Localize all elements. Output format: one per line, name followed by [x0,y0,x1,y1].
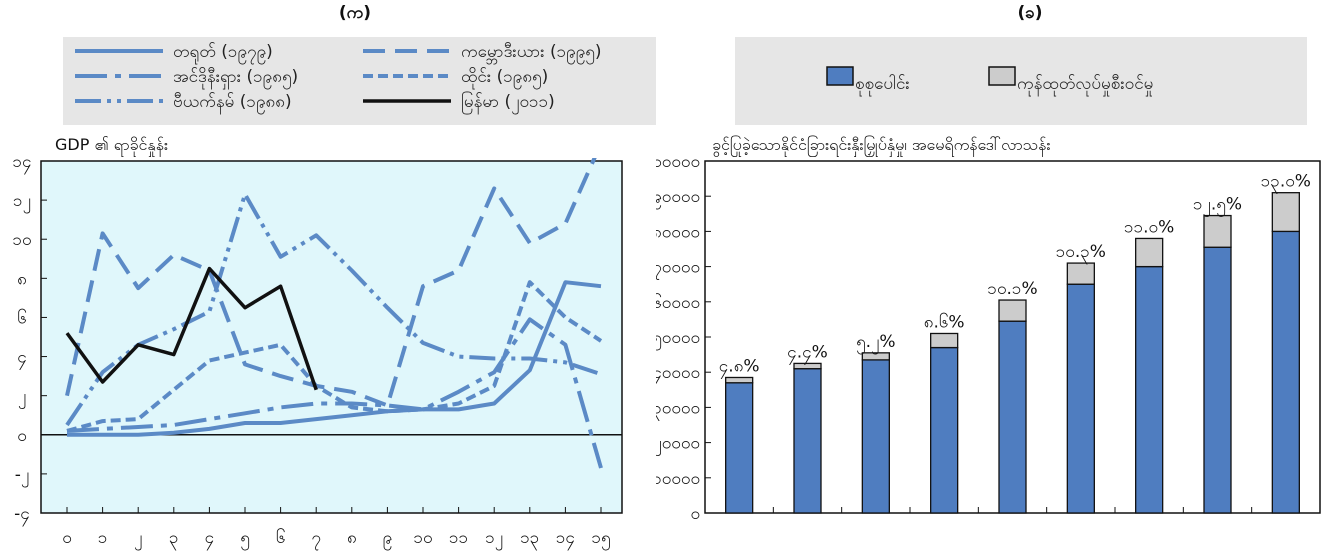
y-tick-label: ၁၀၀၀၀ [656,469,700,489]
panel-a-chart: -၄-၂၀၂၄၆၈၁၀၁၂၁၄၀၁၂၃၄၅၆၇၈၉၁၀ ၁၁ ၁၂ ၁၃ ၁၄ ၁၅ [12,158,623,551]
y-tick-label: ၀ [690,504,700,524]
data-label: ၁၂.၅% [1193,195,1242,218]
y-tick-label: ၁၂ [13,191,31,214]
y-tick-label: ၈ [17,269,27,289]
data-label: ၅.၂% [856,332,895,355]
bar-total [1066,283,1095,514]
y-tick-label: ၅၀၀၀၀ [656,328,700,351]
legend-swatch-total [826,66,854,86]
data-label: ၁၁.၀% [1124,217,1174,237]
legend-label-thailand: ထိုင်း (၁၉၈၅) [461,67,549,87]
y-tick-label: ၂ [18,387,26,410]
x-tick-label: ၀ [62,528,72,548]
panel-b-legend: စုစုပေါင်း ကုန်ထုတ်လုပ်မှုစီးဝင်မှု [735,37,1307,125]
bar-manufacturing [1271,192,1300,233]
y-tick-label: ၁၄ [12,158,31,175]
y-tick-label: ၆ [17,307,27,328]
legend-b-swatches [826,66,1016,86]
data-label: ၁၃.၀% [1261,172,1311,195]
panel-b-title: ခွင့်ပြုခဲ့သောနိုင်ငံခြားရင်းနှီးမြှုပ်န… [712,135,1051,154]
bar-manufacturing [998,299,1027,322]
x-tick-label: ၂ [134,528,142,551]
legend-label-china: တရုတ် (၁၉၇၉) [173,42,273,62]
y-tick-label: -၂ [15,465,30,488]
legend-label-indonesia: အင်ဒိုနီးရှား (၁၉၈၅) [173,67,299,87]
x-tick-label: ၈ [347,528,357,548]
y-tick-label: ၄ [17,348,27,371]
panel-b-chart: ၀ ၁၀၀၀၀ ၂၀၀၀၀ ၃၀၀၀၀ ၄၀၀၀၀ ၅၀၀၀၀ ၆၀၀၀၀ ၇၀၀၀၀ ၈၀၀၀… [656,158,1321,524]
x-tick-label: ၁ [98,528,108,548]
bar-manufacturing [930,332,959,349]
x-tick-label: ၆ [276,527,286,548]
y-tick-label: ၇၀၀၀၀ [656,258,700,281]
bar-manufacturing [1066,262,1095,285]
series-line-5 [65,266,318,391]
panel-a-legend: တရုတ် (၁၉၇၉) အင်ဒိုနီးရှား (၁၉၈၅) ဗီယက်န… [63,37,656,125]
x-tick-label: ၁၅ [591,528,610,551]
y-tick-label: ၂၀၀၀၀ [656,434,700,457]
y-tick-label: ၉၀၀၀၀ [656,187,700,210]
x-tick-label: ၁၀ [413,528,432,548]
bar-manufacturing [1135,237,1164,268]
legend-label-myanmar: မြန်မာ (၂၀၁၁) [461,92,555,112]
x-tick-label: ၄ [205,528,215,551]
bar-total [793,368,822,514]
legend-label-vietnam: ဗီယက်နမ် (၁၉၈၈) [173,92,292,112]
x-tick-label: ၉ [383,528,393,551]
series-line-3 [65,158,597,408]
series-line-2 [65,192,602,427]
panel-a-ylabel: GDP ၏ ရာခိုင်နှုန်း [55,135,169,154]
y-tick-label: ၁၀ [12,230,31,250]
bar-total [998,320,1027,514]
bar-manufacturing [861,352,890,361]
bar-total [861,359,890,514]
panel-b-label: (ခ) [1017,3,1043,23]
x-tick-label: ၁၃ [520,528,539,551]
bar-manufacturing [725,376,754,384]
legend-label-cambodia: ကမ္ဘောဒီးယား (၁၉၉၅) [461,42,602,62]
legend-label-manufacturing: ကုန်ထုတ်လုပ်မှုစီးဝင်မှု [1017,74,1154,94]
x-tick-label: ၁၄ [556,528,575,551]
data-label: ၁၀.၃% [1056,242,1106,265]
y-tick-label: -၄ [14,504,30,527]
y-tick-label: ၀ [17,426,27,446]
bar-total [1135,265,1164,514]
legend-label-total: စုစုပေါင်း [855,74,910,94]
series-line-0 [67,280,602,437]
bar-manufacturing [793,362,822,370]
y-tick-label: ၁၀၀၀၀၀ [656,158,700,172]
y-tick-label: ၄၀၀၀၀ [656,363,700,386]
data-label: ၄.၈% [719,356,760,379]
bar-manufacturing [1203,214,1232,248]
series-line-4 [66,280,603,433]
y-tick-label: ၃၀၀၀၀ [656,398,700,421]
legend-swatch-manufacturing [988,66,1016,86]
bar-total [1271,230,1300,514]
x-tick-label: ၇ [311,528,321,551]
data-label: ၄.၄% [787,342,828,365]
panel-a-label: (က) [338,3,372,23]
x-tick-label: ၅ [240,528,250,551]
x-tick-label: ၃ [169,528,179,551]
y-tick-label: ၈၀၀၀၀ [656,222,700,242]
data-label: ၈.၆% [924,311,965,332]
legend-a-swatches [75,49,451,103]
bar-total [725,382,754,514]
y-tick-label: ၆၀၀၀၀ [656,292,700,313]
x-tick-label: ၁၂ [485,528,503,551]
plot-area [40,160,623,514]
x-tick-label: ၁၁ [449,528,468,548]
bar-total [1203,246,1232,514]
bar-total [930,346,959,514]
data-label: ၁၀.၁% [987,279,1037,299]
